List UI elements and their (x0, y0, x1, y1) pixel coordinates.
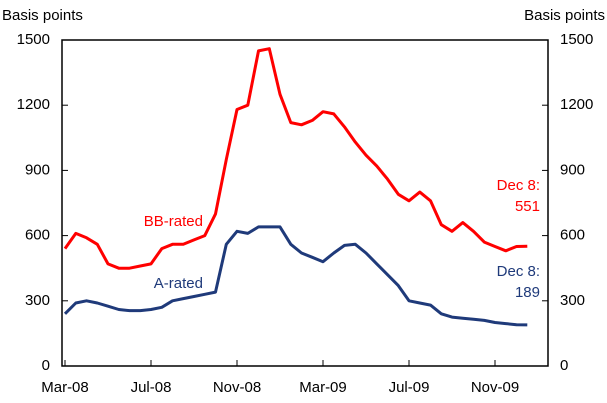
y2-axis-label: Basis points (524, 7, 605, 24)
annotation: Dec 8: (497, 263, 540, 280)
x-tick-label: Jul-09 (389, 379, 430, 396)
y2-tick-label: 600 (560, 227, 585, 244)
x-tick-label: Nov-08 (213, 379, 261, 396)
x-tick-label: Mar-09 (299, 379, 347, 396)
series-label: BB-rated (144, 213, 203, 230)
series-line (63, 47, 528, 270)
y-tick-label: 1500 (17, 31, 50, 48)
x-tick-label: Nov-09 (471, 379, 519, 396)
x-tick-label: Mar-08 (41, 379, 89, 396)
y-tick-label: 1200 (17, 96, 50, 113)
annotation: Dec 8: (497, 177, 540, 194)
plot-frame (61, 39, 549, 367)
annotation: 551 (515, 198, 540, 215)
y-tick-label: 0 (42, 357, 50, 374)
series-label: A-rated (154, 275, 203, 292)
y2-tick-label: 900 (560, 161, 585, 178)
y2-tick-label: 1500 (560, 31, 593, 48)
annotation: 189 (515, 284, 540, 301)
y-axis-label: Basis points (2, 7, 83, 24)
y2-tick-label: 0 (560, 357, 568, 374)
y-tick-label: 600 (25, 227, 50, 244)
series-line (63, 225, 528, 327)
y-tick-label: 900 (25, 161, 50, 178)
y2-tick-label: 300 (560, 292, 585, 309)
y-tick-label: 300 (25, 292, 50, 309)
x-tick-label: Jul-08 (131, 379, 172, 396)
y2-tick-label: 1200 (560, 96, 593, 113)
